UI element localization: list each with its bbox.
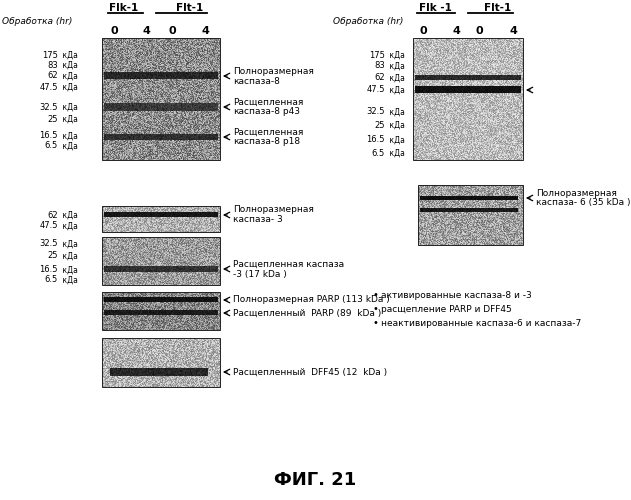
Text: 175: 175 (42, 50, 58, 59)
Text: 0: 0 (475, 26, 483, 36)
Text: 25: 25 (375, 120, 385, 130)
Text: 6.5: 6.5 (372, 148, 385, 158)
Text: Полноразмерная PARP (113 kDa ): Полноразмерная PARP (113 kDa ) (233, 296, 390, 304)
Text: Расщепленная каспаза: Расщепленная каспаза (233, 260, 344, 268)
Text: Расщепленный  PARP (89  kDa ): Расщепленный PARP (89 kDa ) (233, 308, 381, 318)
Text: 32.5: 32.5 (40, 240, 58, 248)
Bar (418, 185, 523, 245)
Text: 175: 175 (369, 50, 385, 59)
Text: расщепление PARP и DFF45: расщепление PARP и DFF45 (381, 304, 512, 314)
Text: 4: 4 (509, 26, 517, 36)
Text: 47.5: 47.5 (367, 86, 385, 94)
Text: кДа: кДа (60, 102, 78, 112)
Text: 4: 4 (201, 26, 209, 36)
Text: ФИГ. 21: ФИГ. 21 (274, 471, 356, 489)
Bar (102, 206, 220, 232)
Text: Расщепленная: Расщепленная (233, 128, 304, 136)
Text: Расщепленный  DFF45 (12  kDa ): Расщепленный DFF45 (12 kDa ) (233, 368, 387, 376)
Text: кДа: кДа (60, 222, 78, 230)
Text: Обработка (hr): Обработка (hr) (2, 18, 73, 26)
Text: Полноразмерная: Полноразмерная (536, 188, 617, 198)
Text: кДа: кДа (60, 114, 78, 124)
Bar (102, 38, 220, 160)
Text: 47.5: 47.5 (40, 82, 58, 92)
Text: 16.5: 16.5 (367, 136, 385, 144)
Text: Flt-1: Flt-1 (177, 3, 204, 13)
Text: каспаза- 3: каспаза- 3 (233, 216, 283, 224)
Text: каспаза: каспаза (233, 106, 271, 116)
Text: Расщепленная: Расщепленная (233, 98, 304, 106)
Text: кДа: кДа (60, 276, 78, 284)
Text: кДа: кДа (60, 60, 78, 70)
Text: кДа: кДа (60, 142, 78, 150)
Text: •: • (373, 290, 379, 300)
Bar (102, 338, 220, 387)
Text: кДа: кДа (60, 266, 78, 274)
Text: 62: 62 (47, 72, 58, 80)
Text: 0: 0 (168, 26, 176, 36)
Text: 47.5: 47.5 (40, 222, 58, 230)
Text: 4: 4 (452, 26, 460, 36)
Text: -8 р43: -8 р43 (271, 106, 300, 116)
Text: кДа: кДа (60, 210, 78, 220)
Text: кДа: кДа (387, 74, 405, 82)
Text: -8 р18: -8 р18 (271, 136, 300, 145)
Text: •: • (373, 318, 379, 328)
Bar (102, 237, 220, 285)
Text: Полноразмерная: Полноразмерная (233, 66, 314, 76)
Text: 0: 0 (419, 26, 427, 36)
Text: активированные каспаза-8 и -3: активированные каспаза-8 и -3 (381, 290, 532, 300)
Text: 62: 62 (47, 210, 58, 220)
Text: кДа: кДа (387, 148, 405, 158)
Text: кДа: кДа (60, 72, 78, 80)
Text: 83: 83 (374, 62, 385, 70)
Text: кДа: кДа (60, 240, 78, 248)
Text: 16.5: 16.5 (40, 266, 58, 274)
Text: кДа: кДа (387, 62, 405, 70)
Text: 6.5: 6.5 (45, 276, 58, 284)
Text: Flk-1: Flk-1 (109, 3, 139, 13)
Text: кДа: кДа (60, 132, 78, 140)
Text: неактивированные каспаза-6 и каспаза-7: неактивированные каспаза-6 и каспаза-7 (381, 318, 581, 328)
Text: 32.5: 32.5 (367, 108, 385, 116)
Text: 16.5: 16.5 (40, 132, 58, 140)
Bar (102, 292, 220, 330)
Text: -3 (17 kDa ): -3 (17 kDa ) (233, 270, 286, 278)
Text: Flt-1: Flt-1 (485, 3, 512, 13)
Text: 25: 25 (47, 114, 58, 124)
Text: кДа: кДа (387, 120, 405, 130)
Text: каспаза- 6 (35 kDa ): каспаза- 6 (35 kDa ) (536, 198, 630, 207)
Text: кДа: кДа (387, 50, 405, 59)
Text: 83: 83 (47, 60, 58, 70)
Text: 4: 4 (142, 26, 150, 36)
Text: кДа: кДа (60, 50, 78, 59)
Text: Обработка (hr): Обработка (hr) (333, 18, 403, 26)
Text: Flk -1: Flk -1 (418, 3, 451, 13)
Text: Полноразмерная: Полноразмерная (233, 206, 314, 214)
Text: каспаза: каспаза (233, 136, 271, 145)
Text: кДа: кДа (387, 108, 405, 116)
Text: 6.5: 6.5 (45, 142, 58, 150)
Text: •: • (373, 304, 379, 314)
Text: кДа: кДа (60, 252, 78, 260)
Text: 62: 62 (374, 74, 385, 82)
Text: 0: 0 (110, 26, 118, 36)
Text: 25: 25 (47, 252, 58, 260)
Bar (413, 38, 523, 160)
Text: кДа: кДа (387, 86, 405, 94)
Text: каспаза-8: каспаза-8 (233, 76, 280, 86)
Text: 32.5: 32.5 (40, 102, 58, 112)
Text: кДа: кДа (387, 136, 405, 144)
Text: кДа: кДа (60, 82, 78, 92)
